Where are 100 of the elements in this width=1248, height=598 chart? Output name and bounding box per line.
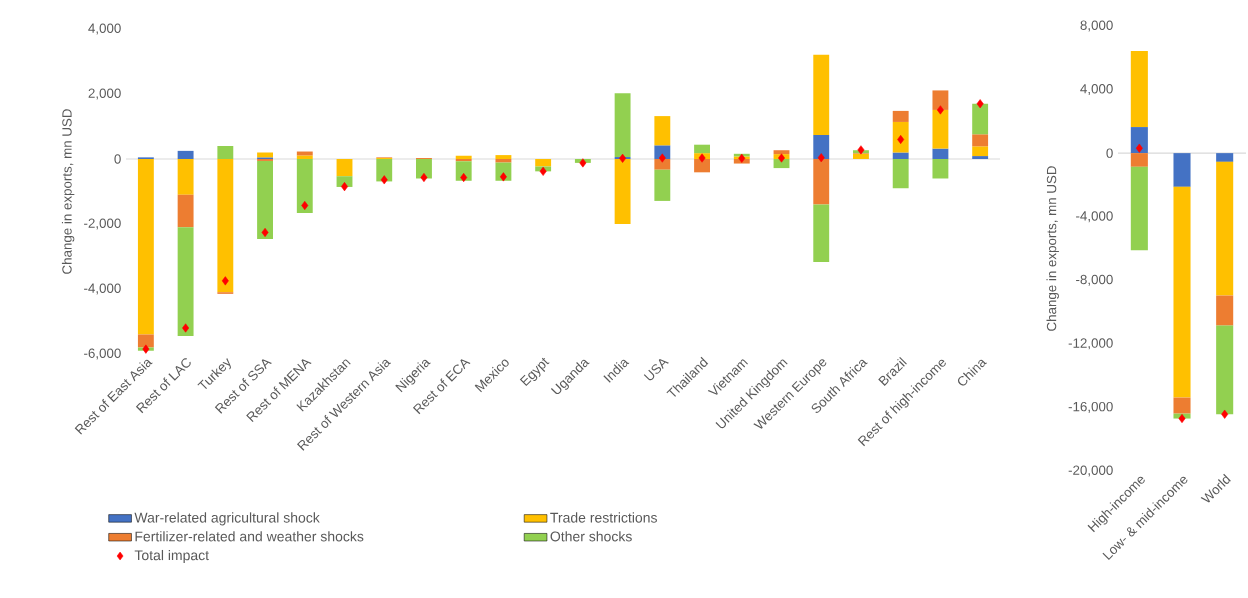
point [142,344,150,354]
y-tick-label: 0 [114,154,121,164]
y-tick-label: -4,000 [1076,211,1113,223]
point [1221,409,1229,419]
bar [1130,51,1148,128]
bar [892,121,909,153]
bar [972,156,989,159]
bar [455,155,472,159]
bar [892,158,909,189]
y-tick-label: 4,000 [88,23,121,35]
point [579,158,587,168]
point [857,145,865,155]
y-tick-label: 8,000 [1080,20,1113,32]
bar [1216,161,1234,296]
bar [296,155,313,159]
bar [932,148,949,159]
point [698,153,706,163]
bar [177,227,194,337]
point [936,105,944,115]
bar [932,109,949,149]
bar [773,150,790,155]
point [182,323,190,333]
y-tick-label: -16,000 [1068,401,1113,413]
bar [614,93,631,158]
bar [495,158,512,163]
point [539,166,547,176]
bar [177,194,194,228]
point [738,153,746,163]
bar [932,158,949,179]
bar [654,169,671,201]
bar [1173,153,1191,187]
y-tick-label: 2,000 [88,88,121,100]
bar [654,158,671,170]
bar [137,334,154,348]
y-tick-label: -6,000 [84,348,121,360]
bar [1130,166,1148,251]
point [1135,143,1143,153]
bar [217,158,234,293]
bar [1216,295,1234,326]
bar [257,152,273,158]
bar [813,54,830,135]
bar [336,158,353,177]
bar [1130,127,1148,154]
bar [495,155,512,159]
point [778,153,785,163]
bar [614,158,631,224]
point [658,153,666,163]
bar [972,146,989,157]
point [1178,414,1186,424]
legend-label: Trade restrictions [550,512,657,523]
point [261,227,269,237]
point [817,153,825,163]
bar [932,90,949,110]
point [301,200,309,210]
bar [1216,153,1234,162]
bar [892,110,909,122]
legend-label: Other shocks [550,531,632,542]
point [420,172,428,183]
bar [535,158,552,167]
legend-label: Fertilizer-related and weather shocks [135,531,364,542]
bar [972,103,989,135]
bar [892,152,909,159]
bar [416,158,432,179]
point [499,172,507,182]
bar [177,158,194,195]
y-axis-title: Change in exports, mn USD [1046,166,1059,331]
bar [813,158,830,205]
legend-label: War-related agricultural shock [134,512,320,526]
point [897,134,905,145]
bar [694,158,710,173]
y-tick-label: -8,000 [1076,274,1113,286]
legend-label: Total impact [134,549,209,564]
bar [654,116,671,146]
point [976,99,984,109]
bar [177,150,194,159]
y-tick-label: -12,000 [1068,338,1113,350]
point [221,276,229,286]
point [460,172,468,183]
bar [853,153,869,159]
bar [1173,397,1191,414]
bar [1216,325,1234,415]
bar [813,134,830,159]
y-tick-label: -4,000 [84,283,121,295]
y-axis-title: Change in exports, mn USD [61,109,75,274]
y-tick-label: -2,000 [84,218,121,230]
bar [1130,153,1148,167]
bar [217,146,234,159]
y-tick-label: 4,000 [1080,84,1113,96]
bar [972,134,989,147]
bar [1173,186,1191,398]
y-tick-label: -20,000 [1068,465,1113,477]
bar [137,158,154,335]
bar [296,158,313,213]
bar [257,160,273,239]
point [619,153,627,163]
bar [813,204,830,263]
point [341,182,348,192]
point [380,175,388,185]
bar [694,144,710,154]
y-tick-label: 0 [1106,148,1113,158]
